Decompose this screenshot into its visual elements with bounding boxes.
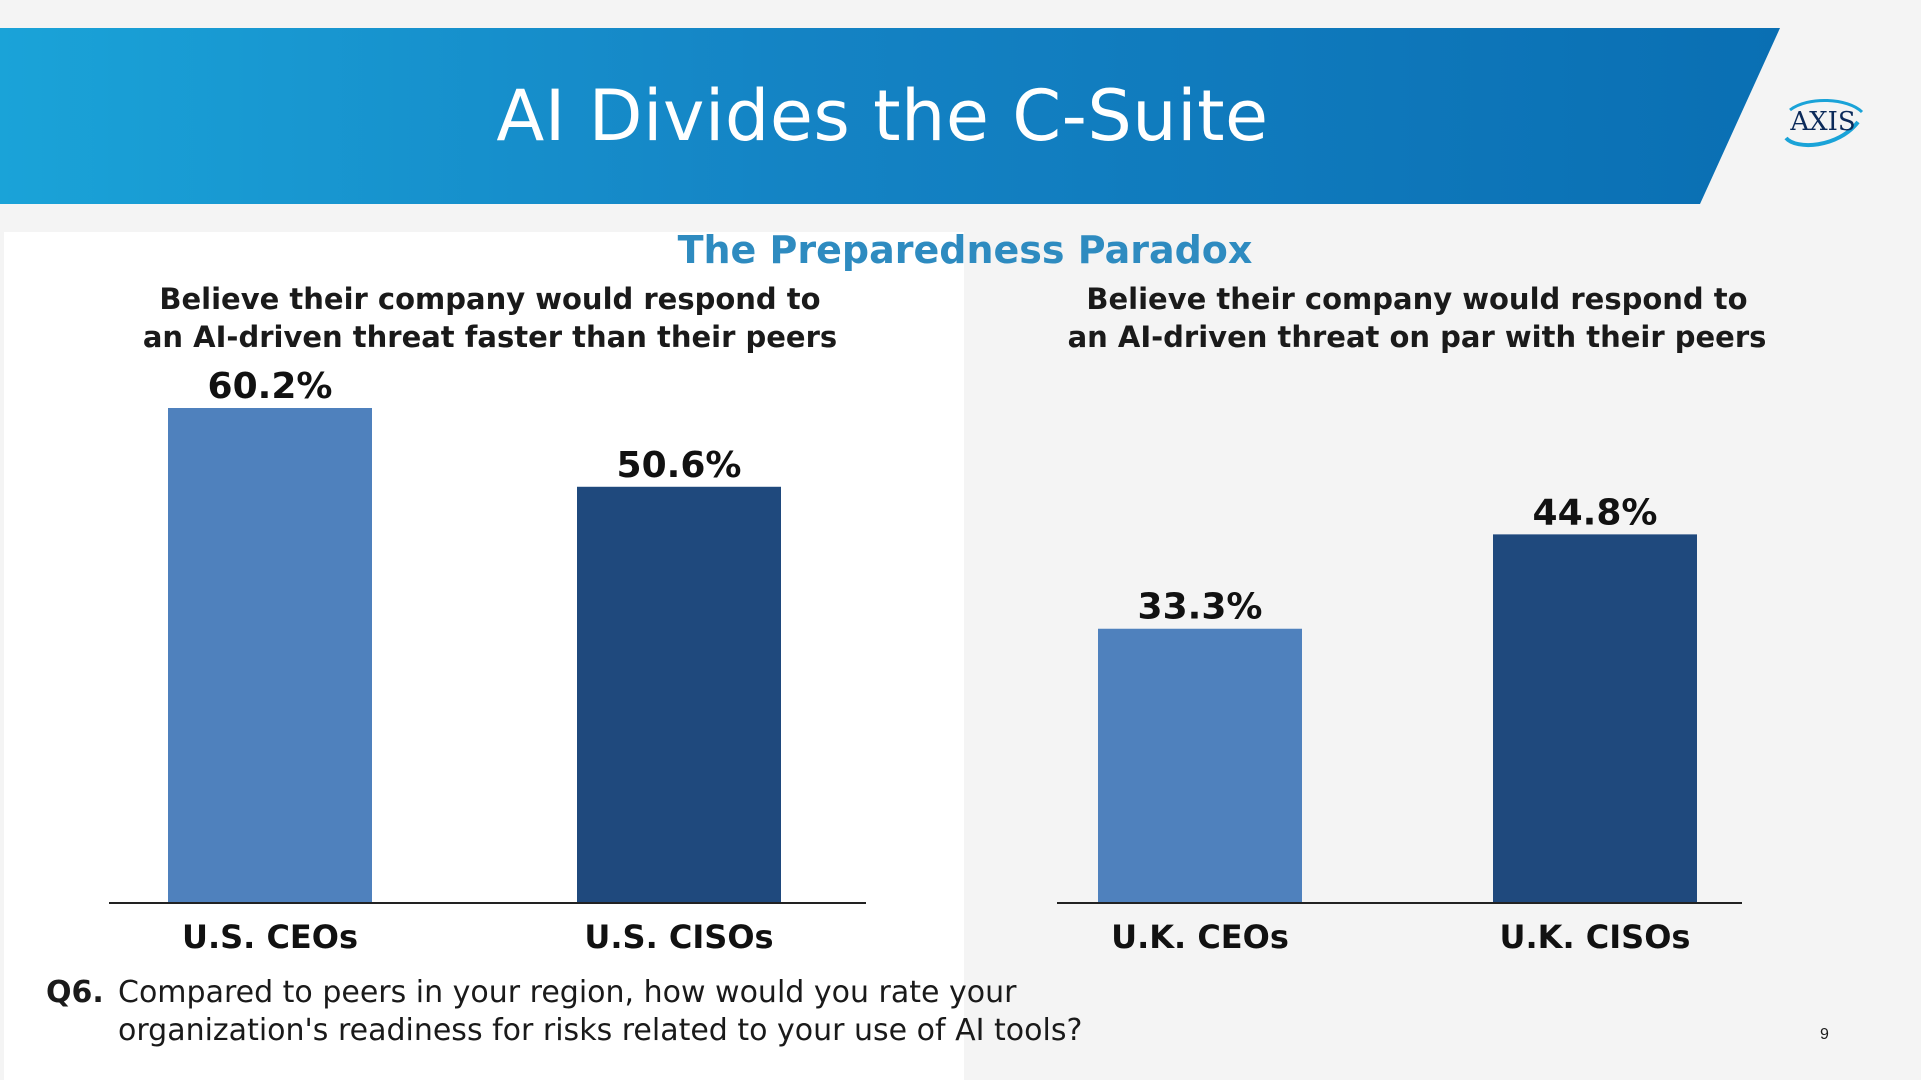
page-number: 9 — [1820, 1026, 1829, 1043]
data-label: 60.2% — [208, 366, 333, 407]
left-heading-line-1: Believe their company would respond to — [159, 282, 821, 316]
bar-u-s-cisos — [577, 486, 781, 902]
category-label: U.K. CISOs — [1500, 918, 1691, 956]
question-line-1: Compared to peers in your region, how wo… — [118, 975, 1017, 1010]
page-title: AI Divides the C-Suite — [496, 75, 1269, 157]
data-label: 33.3% — [1138, 587, 1263, 628]
question-text: Compared to peers in your region, how wo… — [118, 974, 1108, 1050]
question-line-2: organization's readiness for risks relat… — [118, 1013, 1083, 1048]
chart-subtitle: The Preparedness Paradox — [677, 228, 1253, 272]
axis-logo: AXIS — [1778, 92, 1868, 152]
data-label: 44.8% — [1533, 492, 1658, 533]
left-chart-heading: Believe their company would respond to a… — [140, 280, 840, 356]
bar-u-s-ceos — [168, 408, 372, 902]
bar-u-k-cisos — [1493, 534, 1697, 902]
category-label: U.K. CEOs — [1111, 918, 1289, 956]
right-heading-line-1: Believe their company would respond to — [1086, 282, 1748, 316]
title-banner — [0, 28, 1780, 204]
category-label: U.S. CISOs — [584, 918, 773, 956]
left-heading-line-2: an AI-driven threat faster than their pe… — [142, 320, 838, 354]
question-label: Q6. — [46, 975, 104, 1010]
logo-text: AXIS — [1789, 107, 1855, 137]
data-label: 50.6% — [617, 445, 742, 486]
right-heading-line-2: an AI-driven threat on par with their pe… — [1067, 320, 1767, 354]
bar-u-k-ceos — [1098, 628, 1302, 902]
right-chart-heading: Believe their company would respond to a… — [1067, 280, 1767, 356]
left-panel-background — [4, 232, 964, 1080]
category-label: U.S. CEOs — [182, 918, 358, 956]
